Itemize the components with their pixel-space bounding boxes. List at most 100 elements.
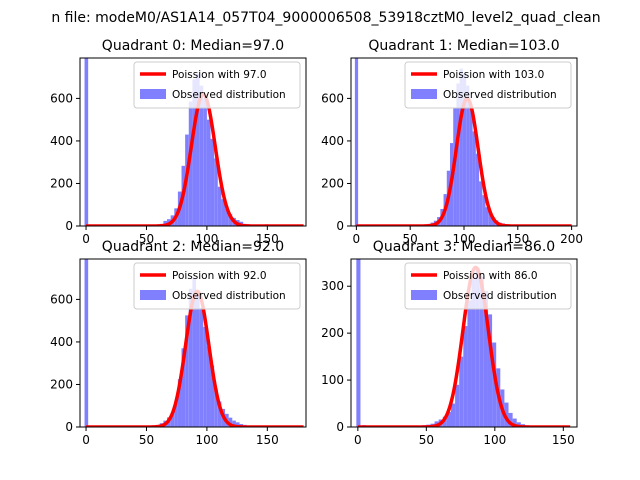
histogram-bar	[475, 153, 480, 226]
histogram-bar	[455, 384, 460, 427]
x-tick: 50	[139, 226, 154, 246]
zero-bin-bar	[356, 259, 361, 427]
x-tick-label: 200	[560, 232, 583, 246]
y-tick-label: 200	[321, 176, 344, 190]
x-tick: 100	[195, 226, 218, 246]
legend-hist-label: Observed distribution	[172, 290, 286, 302]
figure-suptitle: n file: modeM0/AS1A14_057T04_9000006508_…	[51, 10, 600, 26]
y-tick-label: 300	[321, 279, 344, 293]
histogram-bar	[210, 138, 215, 226]
legend: Poission with 86.0 Observed distribution	[404, 262, 572, 310]
x-tick-label: 0	[82, 433, 90, 447]
x-tick: 100	[453, 226, 476, 246]
y-tick: 400	[50, 335, 80, 349]
histogram-bar	[488, 213, 492, 226]
histogram-bar	[203, 98, 207, 226]
x-tick: 50	[403, 226, 418, 246]
y-tick-label: 200	[321, 326, 344, 340]
histogram-bar	[472, 131, 476, 226]
histogram-bar	[210, 365, 215, 427]
x-tick-label: 100	[453, 232, 476, 246]
histogram-bar	[492, 342, 497, 427]
quadrant-3-title: Quadrant 3: Median=86.0	[373, 239, 555, 255]
y-tick: 300	[321, 279, 351, 293]
legend-line-label: Poission with 86.0	[443, 270, 538, 282]
legend-line-label: Poission with 103.0	[443, 69, 544, 81]
x-tick: 100	[195, 427, 218, 447]
histogram-bar	[170, 414, 175, 427]
histogram-bar	[232, 420, 236, 427]
x-tick: 0	[354, 427, 362, 447]
x-tick-label: 0	[82, 232, 90, 246]
x-tick-label: 50	[403, 232, 418, 246]
histogram-bar	[516, 422, 521, 427]
x-tick-label: 50	[139, 232, 154, 246]
quadrant-0-title: Quadrant 0: Median=97.0	[102, 38, 284, 54]
x-tick-label: 150	[256, 433, 279, 447]
y-tick: 0	[336, 219, 351, 233]
histogram-bar	[508, 412, 513, 427]
y-tick-label: 600	[50, 292, 73, 306]
histogram-bar	[463, 326, 468, 427]
quadrant-1-title: Quadrant 1: Median=103.0	[368, 38, 559, 54]
x-tick: 200	[560, 226, 583, 246]
y-tick-label: 200	[50, 176, 73, 190]
quadrant-2-title: Quadrant 2: Median=92.0	[102, 239, 284, 255]
x-tick-label: 0	[354, 433, 362, 447]
histogram-bar	[192, 278, 197, 427]
histogram-bar	[225, 208, 229, 226]
legend-hist-swatch	[140, 89, 166, 99]
histogram-bar	[228, 417, 233, 427]
histogram-bar	[177, 379, 182, 427]
histogram-bar	[487, 314, 493, 427]
histogram-bar	[217, 186, 222, 226]
quadrant-3-plot-area	[356, 259, 571, 427]
legend-box	[133, 262, 301, 310]
y-tick: 200	[50, 377, 80, 391]
poisson-line	[357, 265, 571, 427]
legend-hist-label: Observed distribution	[443, 290, 557, 302]
legend-box	[133, 61, 301, 109]
histogram-bar	[459, 356, 464, 427]
y-tick-label: 600	[50, 91, 73, 105]
legend: Poission with 103.0 Observed distribution	[404, 61, 572, 109]
poisson-line	[86, 92, 304, 226]
axes-frame	[79, 258, 307, 428]
x-tick: 150	[506, 226, 529, 246]
quadrant-2-panel: 0 50 100 150 0 200 400 600 Quadrant 2: Median=92…	[50, 239, 307, 447]
x-tick: 0	[82, 427, 90, 447]
histogram-bar	[483, 290, 488, 427]
y-tick-label: 0	[65, 219, 73, 233]
legend-hist-label: Observed distribution	[172, 89, 286, 101]
zero-bin-bar	[84, 58, 89, 226]
histogram-bar	[228, 214, 233, 226]
axes-frame	[350, 258, 578, 428]
histogram-bar	[471, 279, 476, 427]
histogram-bar	[217, 401, 222, 427]
x-tick: 0	[82, 226, 90, 246]
y-tick: 0	[65, 219, 80, 233]
histogram-bar	[459, 68, 463, 226]
y-tick: 200	[321, 326, 351, 340]
histogram-bar	[199, 85, 204, 226]
quadrant-0-plot-area	[84, 58, 304, 226]
histogram-bar	[475, 267, 480, 427]
legend-hist-swatch	[140, 290, 166, 300]
legend-hist-label: Observed distribution	[443, 89, 557, 101]
histogram-bar	[485, 207, 489, 226]
histogram-bar	[188, 101, 193, 226]
x-tick: 150	[256, 226, 279, 246]
x-tick: 50	[419, 427, 434, 447]
x-tick-label: 50	[419, 433, 434, 447]
histogram-bar	[467, 300, 472, 427]
legend-box	[404, 61, 572, 109]
histogram-bar	[199, 307, 204, 427]
histogram-bar	[235, 422, 240, 427]
x-tick-label: 0	[353, 232, 361, 246]
quadrant-0-panel: 0 50 100 150 0 200 400 600 Quadrant 0: Median=97…	[50, 38, 307, 246]
y-tick: 100	[321, 373, 351, 387]
histogram-bar	[479, 181, 483, 226]
histogram-bar	[181, 348, 186, 427]
y-tick: 0	[65, 420, 80, 434]
